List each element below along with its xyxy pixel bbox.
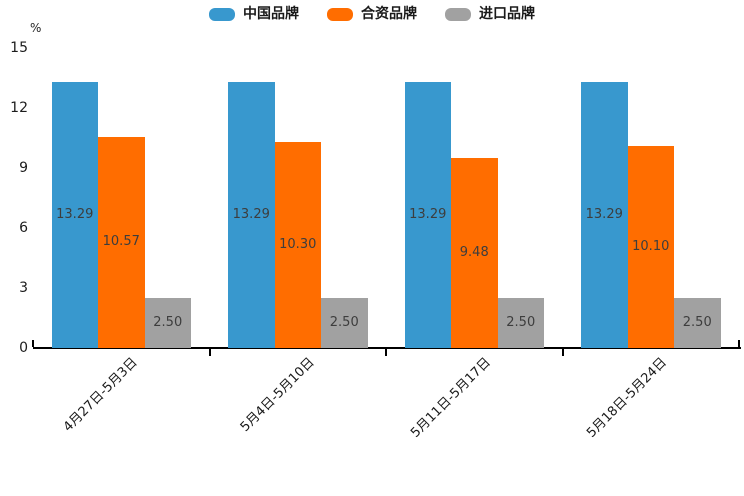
y-tick-label: 0: [19, 340, 28, 356]
x-tick-label: 4月27日-5月3日: [60, 355, 141, 435]
y-tick-label: 12: [10, 100, 28, 116]
bar-中国品牌-5月18日-5月24日: 13.29: [581, 82, 628, 348]
bar-合资品牌-5月4日-5月10日: 10.30: [274, 142, 321, 348]
bar-中国品牌-5月4日-5月10日: 13.29: [228, 82, 275, 348]
legend-swatch-icon: [445, 7, 471, 21]
bar-进口品牌-4月27日-5月3日: 2.50: [144, 298, 191, 348]
legend-label: 合资品牌: [361, 6, 417, 22]
x-axis-tick: [561, 349, 564, 356]
legend-label: 进口品牌: [479, 6, 535, 22]
legend-swatch-icon: [327, 7, 353, 21]
y-tick-label: 3: [19, 280, 28, 296]
bar-进口品牌-5月4日-5月10日: 2.50: [321, 298, 368, 348]
x-axis-line: [33, 347, 741, 349]
bar-value-label: 13.29: [409, 207, 447, 223]
legend-item[interactable]: 进口品牌: [445, 7, 535, 21]
bar-合资品牌-4月27日-5月3日: 10.57: [98, 136, 145, 348]
bar-value-label: 2.50: [506, 315, 536, 330]
x-tick-label: 5月18日-5月24日: [584, 355, 671, 441]
legend: 中国品牌 合资品牌 进口品牌: [0, 7, 744, 21]
bar-中国品牌-5月11日-5月17日: 13.29: [404, 82, 451, 348]
legend-item[interactable]: 中国品牌: [209, 7, 299, 21]
x-tick-label: 5月11日-5月17日: [408, 355, 494, 441]
x-axis-tick: [385, 349, 387, 356]
bar-value-label: 2.50: [329, 315, 359, 330]
bar-进口品牌-5月11日-5月17日: 2.50: [497, 298, 544, 348]
bar-value-label: 9.48: [459, 245, 489, 261]
legend-label: 中国品牌: [243, 6, 299, 22]
y-tick-label: 15: [10, 40, 28, 56]
legend-item[interactable]: 合资品牌: [327, 7, 417, 21]
bar-value-label: 10.57: [102, 234, 140, 250]
y-axis-unit-label: %: [30, 21, 42, 35]
bar-value-label: 10.10: [632, 239, 670, 254]
legend-swatch-icon: [209, 7, 235, 21]
bar-value-label: 10.30: [279, 237, 317, 252]
bar-value-label: 13.29: [585, 207, 623, 223]
bar-合资品牌-5月11日-5月17日: 9.48: [451, 158, 498, 348]
x-axis-endcap: [32, 340, 34, 347]
bar-中国品牌-4月27日-5月3日: 13.29: [51, 82, 98, 348]
bar-value-label: 2.50: [682, 315, 712, 330]
bar-value-label: 13.29: [232, 207, 270, 223]
bar-value-label: 13.29: [56, 207, 94, 223]
y-tick-label: 9: [19, 160, 28, 176]
bar-value-label: 2.50: [153, 315, 183, 330]
bar-合资品牌-5月18日-5月24日: 10.10: [627, 146, 674, 348]
x-tick-label: 5月4日-5月10日: [237, 355, 318, 435]
x-axis-tick: [208, 349, 211, 356]
y-tick-label: 6: [19, 220, 28, 236]
bar-进口品牌-5月18日-5月24日: 2.50: [674, 298, 721, 348]
x-axis-endcap: [738, 340, 740, 347]
